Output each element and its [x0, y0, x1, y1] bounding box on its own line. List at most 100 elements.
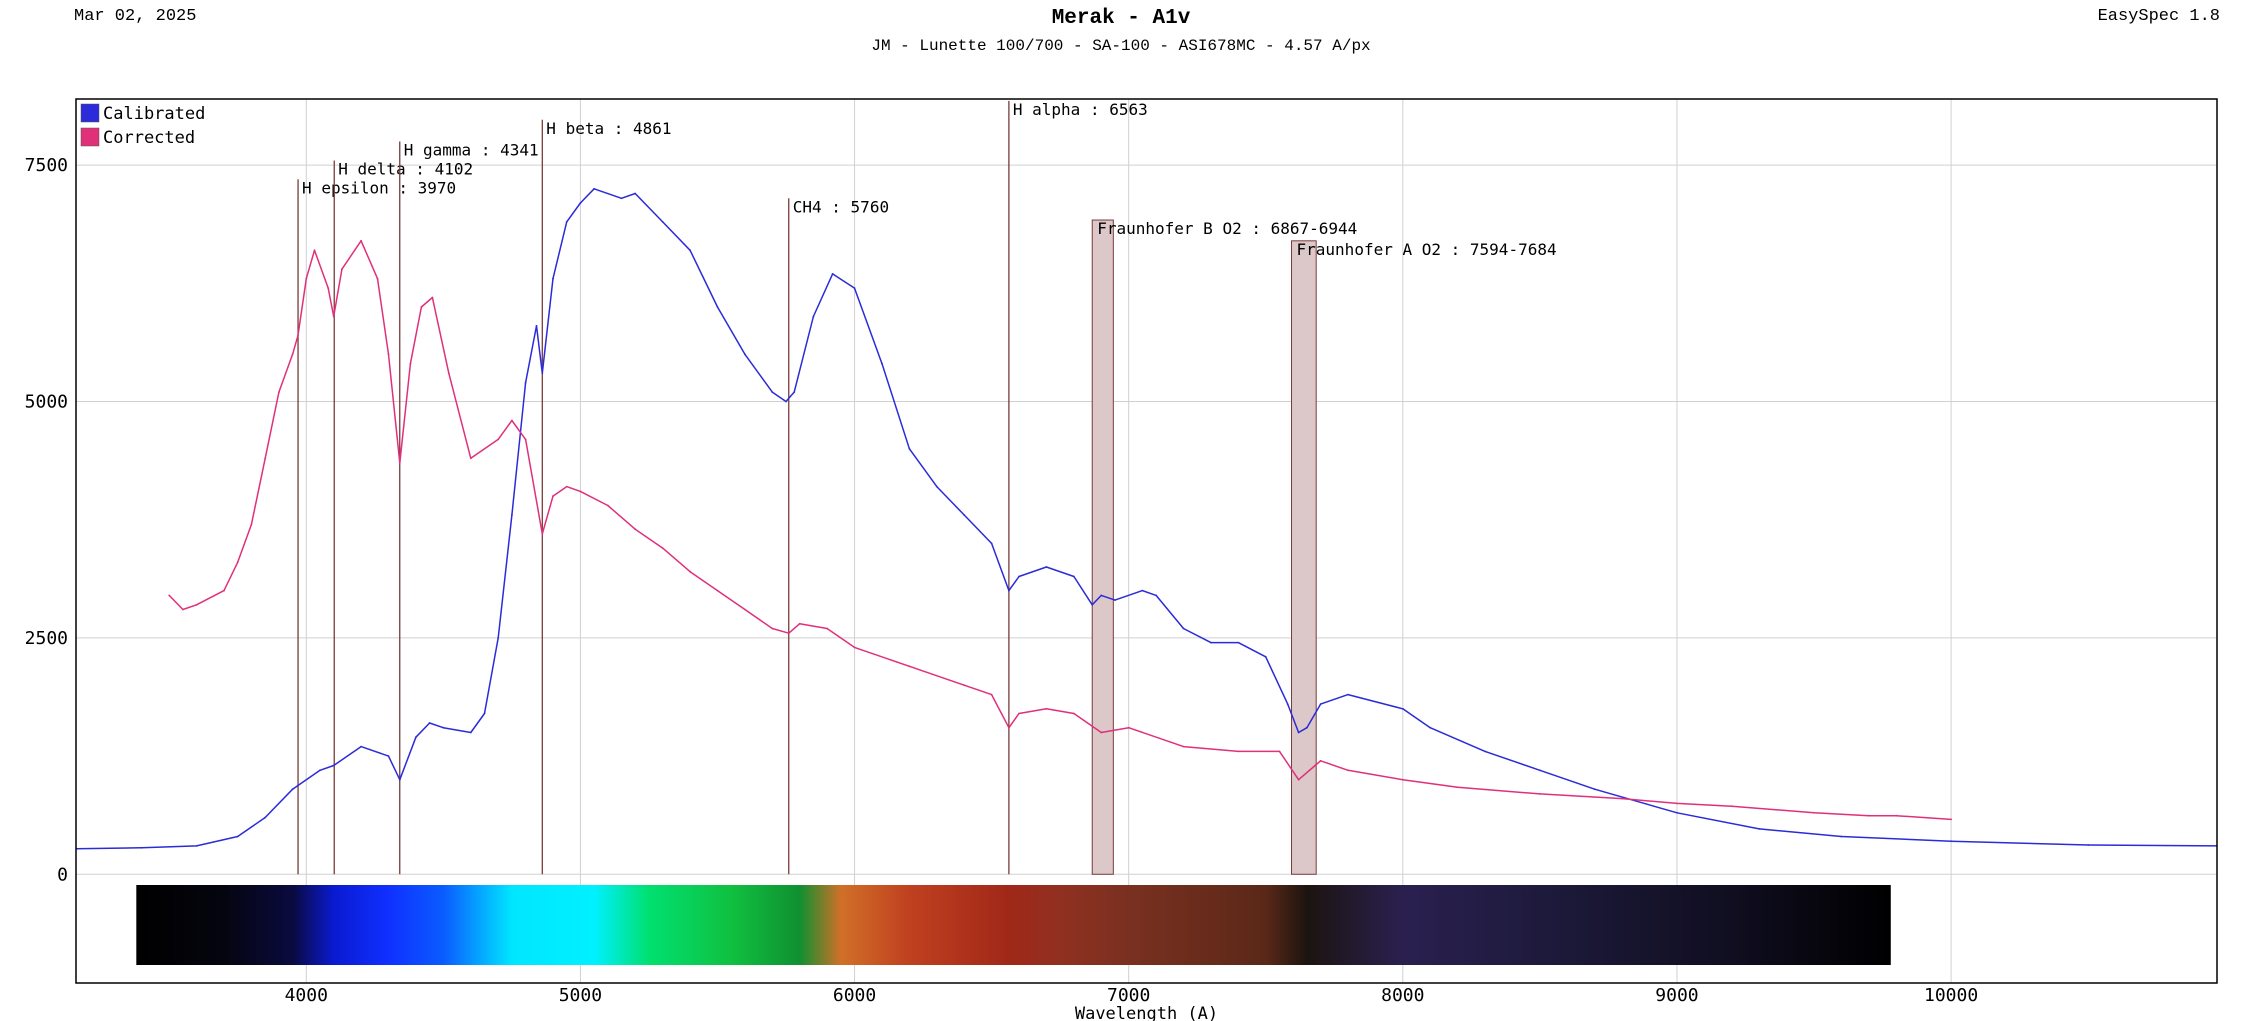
data-point-calibrated: [428, 722, 431, 724]
legend-label: Corrected: [103, 128, 195, 148]
data-point-calibrated: [2087, 844, 2090, 846]
software-label: EasySpec 1.8: [2097, 7, 2220, 26]
band-label: Fraunhofer B O2 : 6867-6944: [1097, 219, 1357, 238]
data-point-corrected: [908, 665, 911, 668]
data-point-calibrated: [398, 778, 401, 781]
data-point-calibrated: [853, 287, 856, 289]
data-point-corrected: [360, 239, 362, 242]
data-point-corrected: [341, 268, 343, 271]
data-point-corrected: [420, 306, 423, 308]
data-point-corrected: [168, 594, 171, 597]
data-point-calibrated: [744, 353, 746, 356]
band-label: Fraunhofer A O2 : 7594-7684: [1297, 240, 1557, 259]
data-point-calibrated: [535, 325, 538, 327]
data-point-corrected: [431, 296, 434, 299]
data-point-corrected: [565, 485, 568, 488]
data-point-calibrated: [195, 845, 198, 847]
data-point-corrected: [236, 561, 239, 564]
data-point-calibrated: [689, 249, 691, 252]
date-label: Mar 02, 2025: [74, 7, 197, 26]
data-point-calibrated: [793, 391, 796, 393]
data-point-corrected: [1621, 797, 1623, 800]
legend-swatch: [80, 127, 100, 147]
data-point-calibrated: [236, 835, 239, 838]
data-point-corrected: [1401, 778, 1404, 781]
data-point-corrected: [291, 353, 294, 356]
data-point-corrected: [182, 608, 184, 611]
data-point-calibrated: [634, 192, 637, 195]
data-point-calibrated: [497, 637, 500, 639]
data-point-corrected: [634, 528, 637, 531]
data-point-calibrated: [1182, 627, 1185, 630]
data-point-calibrated: [140, 846, 143, 849]
data-point-corrected: [1867, 814, 1870, 817]
legend-swatch: [80, 103, 100, 123]
data-point-corrected: [1950, 818, 1952, 821]
data-point-calibrated: [1286, 703, 1289, 705]
marker-label: H beta : 4861: [546, 119, 671, 138]
band-rect: [1091, 219, 1114, 875]
data-point-calibrated: [1484, 750, 1486, 753]
data-point-corrected: [305, 277, 308, 280]
data-point-corrected: [511, 419, 513, 422]
grid: [76, 99, 2217, 983]
data-point-calibrated: [771, 391, 774, 393]
x-axis-label: Wavelength (A): [1075, 1004, 1218, 1021]
x-tick-label: 7000: [1107, 985, 1150, 1006]
data-point-corrected: [1008, 726, 1010, 729]
y-tick-label: 5000: [25, 392, 68, 413]
x-tick-label: 5000: [559, 985, 602, 1006]
data-point-corrected: [1045, 707, 1048, 710]
data-point-corrected: [787, 632, 790, 635]
data-point-calibrated: [1758, 828, 1761, 830]
x-tick-label: 10000: [1924, 985, 1978, 1006]
data-point-calibrated: [831, 273, 834, 275]
x-tick-label: 8000: [1381, 985, 1424, 1006]
data-point-calibrated: [1840, 835, 1843, 838]
series-line-corrected: [168, 240, 1952, 821]
data-point-calibrated: [579, 202, 582, 204]
data-point-corrected: [1813, 811, 1815, 814]
data-point-calibrated: [812, 315, 815, 318]
data-point-corrected: [1182, 745, 1185, 748]
data-point-calibrated: [620, 197, 623, 200]
data-point-corrected: [1237, 750, 1240, 753]
spectrum-strip: [136, 885, 1891, 965]
x-tick-label: 9000: [1655, 985, 1698, 1006]
data-point-calibrated: [332, 764, 335, 767]
data-point-corrected: [469, 457, 472, 460]
y-tick-label: 7500: [25, 155, 68, 176]
plot-frame: [75, 98, 2218, 984]
x-tick-label: 6000: [833, 985, 876, 1006]
data-point-corrected: [327, 287, 330, 289]
data-point-calibrated: [661, 221, 664, 223]
data-point-calibrated: [387, 755, 390, 757]
data-point-corrected: [398, 462, 401, 464]
data-point-calibrated: [442, 726, 445, 729]
data-point-corrected: [387, 353, 390, 356]
data-point-corrected: [1100, 731, 1103, 734]
data-point-corrected: [1278, 750, 1281, 753]
marker-label: H alpha : 6563: [1013, 100, 1148, 119]
legend: Calibrated Corrected: [80, 103, 205, 148]
data-point-corrected: [1127, 726, 1130, 729]
data-point-calibrated: [1091, 603, 1094, 606]
data-point-corrected: [661, 547, 664, 549]
marker-label: CH4 : 5760: [793, 197, 889, 216]
data-point-calibrated: [1141, 589, 1144, 592]
data-point-corrected: [409, 362, 412, 365]
data-point-calibrated: [1045, 566, 1048, 568]
data-point-corrected: [541, 533, 544, 535]
data-point-corrected: [744, 608, 746, 611]
data-point-corrected: [1319, 759, 1322, 762]
data-point-corrected: [1730, 805, 1733, 808]
data-point-calibrated: [1237, 641, 1240, 644]
data-point-corrected: [1347, 769, 1349, 772]
data-point-calibrated: [511, 514, 513, 516]
data-point-corrected: [1018, 712, 1020, 715]
data-point-calibrated: [1073, 575, 1075, 578]
data-point-corrected: [798, 622, 801, 625]
data-point-corrected: [716, 589, 719, 592]
data-point-corrected: [963, 684, 966, 687]
data-point-calibrated: [935, 485, 938, 488]
